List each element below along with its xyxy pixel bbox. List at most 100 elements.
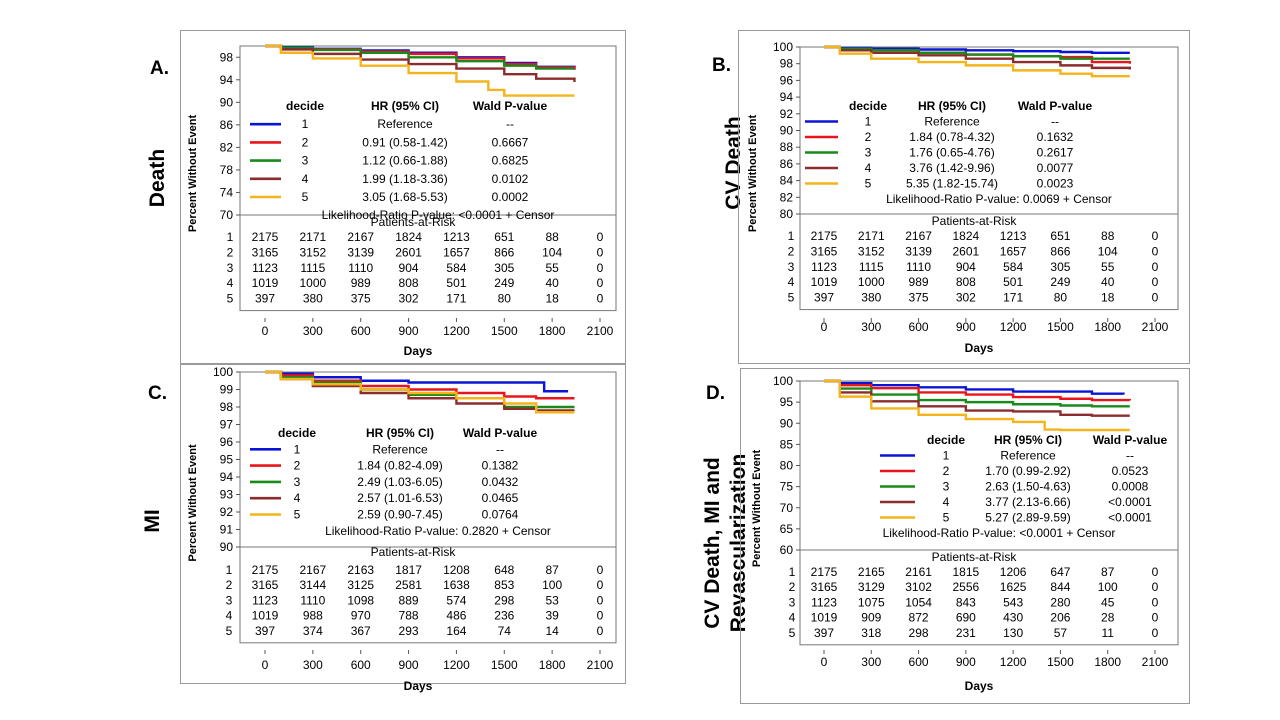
y-tick-label: 60 bbox=[780, 543, 794, 557]
risk-cell: 3152 bbox=[300, 245, 327, 259]
risk-cell: 3144 bbox=[300, 578, 327, 592]
legend-group-label: 5 bbox=[302, 190, 309, 204]
risk-cell: 651 bbox=[1050, 229, 1070, 243]
x-tick-label: 2100 bbox=[587, 658, 614, 672]
risk-cell: 2175 bbox=[252, 563, 279, 577]
risk-cell: 3102 bbox=[905, 580, 932, 594]
y-tick-label: 74 bbox=[220, 185, 234, 199]
risk-cell: 0 bbox=[1152, 611, 1159, 625]
risk-row-index: 4 bbox=[789, 611, 796, 625]
legend-group-label: 4 bbox=[302, 172, 309, 186]
x-axis-title: Days bbox=[965, 679, 994, 693]
legend-p-value: -- bbox=[1051, 115, 1059, 129]
x-tick-label: 1500 bbox=[1047, 655, 1074, 669]
risk-cell: 0 bbox=[597, 624, 604, 638]
y-tick-label: 99 bbox=[220, 383, 234, 397]
x-tick-label: 900 bbox=[956, 655, 976, 669]
panel-letter-d: D. bbox=[706, 383, 725, 404]
series-line-1 bbox=[265, 370, 569, 393]
risk-table-frame bbox=[799, 549, 1179, 646]
risk-cell: 3139 bbox=[905, 244, 932, 258]
risk-cell: 904 bbox=[399, 261, 419, 275]
risk-cell: 430 bbox=[1003, 611, 1023, 625]
risk-cell: 171 bbox=[446, 292, 466, 306]
y-axis-title: Percent Without Event bbox=[187, 444, 199, 562]
risk-cell: 380 bbox=[303, 292, 323, 306]
risk-cell: 866 bbox=[494, 245, 514, 259]
y-tick-label: 94 bbox=[220, 73, 234, 87]
legend-group-label: 3 bbox=[302, 154, 309, 168]
y-tick-label: 80 bbox=[780, 207, 794, 221]
x-tick-label: 600 bbox=[909, 320, 929, 334]
risk-cell: 1115 bbox=[300, 261, 325, 275]
legend-header-p: Wald P-value bbox=[473, 99, 548, 113]
risk-cell: 1123 bbox=[252, 261, 278, 275]
x-tick-label: 1800 bbox=[539, 658, 566, 672]
risk-cell: 808 bbox=[956, 275, 976, 289]
legend-p-value: <0.0001 bbox=[1108, 495, 1152, 509]
y-tick-label: 90 bbox=[780, 124, 794, 138]
legend-group-label: 2 bbox=[943, 464, 950, 478]
risk-cell: 0 bbox=[597, 593, 604, 607]
legend-group-label: 1 bbox=[943, 449, 950, 463]
x-tick-label: 1500 bbox=[491, 324, 518, 338]
risk-cell: 3129 bbox=[858, 580, 885, 594]
risk-cell: 100 bbox=[542, 578, 562, 592]
risk-cell: 970 bbox=[351, 609, 371, 623]
panel-frame-b bbox=[738, 30, 1190, 364]
risk-cell: 2167 bbox=[347, 230, 374, 244]
risk-cell: 486 bbox=[446, 609, 466, 623]
risk-cell: 164 bbox=[446, 624, 466, 638]
legend-hr-value: Reference bbox=[1000, 449, 1056, 463]
risk-cell: 543 bbox=[1003, 595, 1023, 609]
risk-row-index: 1 bbox=[789, 565, 796, 579]
risk-cell: 2175 bbox=[811, 565, 838, 579]
risk-cell: 231 bbox=[956, 626, 976, 640]
risk-row-index: 1 bbox=[788, 229, 795, 243]
risk-cell: 293 bbox=[399, 624, 419, 638]
risk-cell: 57 bbox=[1054, 626, 1068, 640]
risk-row-index: 4 bbox=[226, 609, 233, 623]
legend-group-label: 2 bbox=[294, 459, 301, 473]
x-tick-label: 600 bbox=[351, 324, 371, 338]
legend-hr-value: 5.35 (1.82-15.74) bbox=[906, 177, 998, 191]
x-tick-label: 1800 bbox=[1094, 320, 1121, 334]
risk-cell: 647 bbox=[1050, 565, 1070, 579]
legend-hr-value: 1.99 (1.18-3.36) bbox=[362, 172, 447, 186]
risk-cell: 397 bbox=[255, 624, 275, 638]
risk-cell: 788 bbox=[399, 609, 419, 623]
risk-cell: 904 bbox=[956, 260, 976, 274]
risk-cell: 236 bbox=[494, 609, 514, 623]
risk-cell: 28 bbox=[1101, 611, 1115, 625]
risk-cell: 0 bbox=[1152, 260, 1159, 274]
risk-cell: 1054 bbox=[905, 595, 932, 609]
legend-p-value: 0.0432 bbox=[482, 475, 519, 489]
risk-cell: 0 bbox=[597, 609, 604, 623]
y-tick-label: 100 bbox=[773, 374, 793, 388]
y-tick-label: 90 bbox=[220, 95, 234, 109]
risk-cell: 0 bbox=[1152, 580, 1159, 594]
risk-cell: 0 bbox=[597, 245, 604, 259]
risk-cell: 1206 bbox=[1000, 565, 1027, 579]
y-tick-label: 92 bbox=[780, 107, 794, 121]
risk-row-index: 1 bbox=[227, 230, 234, 244]
risk-cell: 2165 bbox=[858, 565, 885, 579]
legend-group-label: 5 bbox=[294, 508, 301, 522]
y-axis-title: Percent Without Event bbox=[187, 115, 199, 233]
risk-cell: 0 bbox=[1152, 244, 1159, 258]
risk-cell: 1123 bbox=[252, 593, 278, 607]
risk-row-index: 3 bbox=[789, 595, 796, 609]
risk-cell: 501 bbox=[1003, 275, 1023, 289]
risk-cell: 1213 bbox=[1000, 229, 1027, 243]
risk-cell: 1657 bbox=[443, 245, 470, 259]
risk-row-index: 4 bbox=[227, 276, 234, 290]
risk-row-index: 3 bbox=[226, 593, 233, 607]
y-tick-label: 92 bbox=[220, 505, 234, 519]
legend-header-group: decide bbox=[849, 99, 887, 113]
risk-cell: 1019 bbox=[252, 276, 279, 290]
risk-cell: 11 bbox=[1101, 626, 1114, 640]
risk-cell: 53 bbox=[545, 593, 559, 607]
x-tick-label: 2100 bbox=[1142, 655, 1169, 669]
